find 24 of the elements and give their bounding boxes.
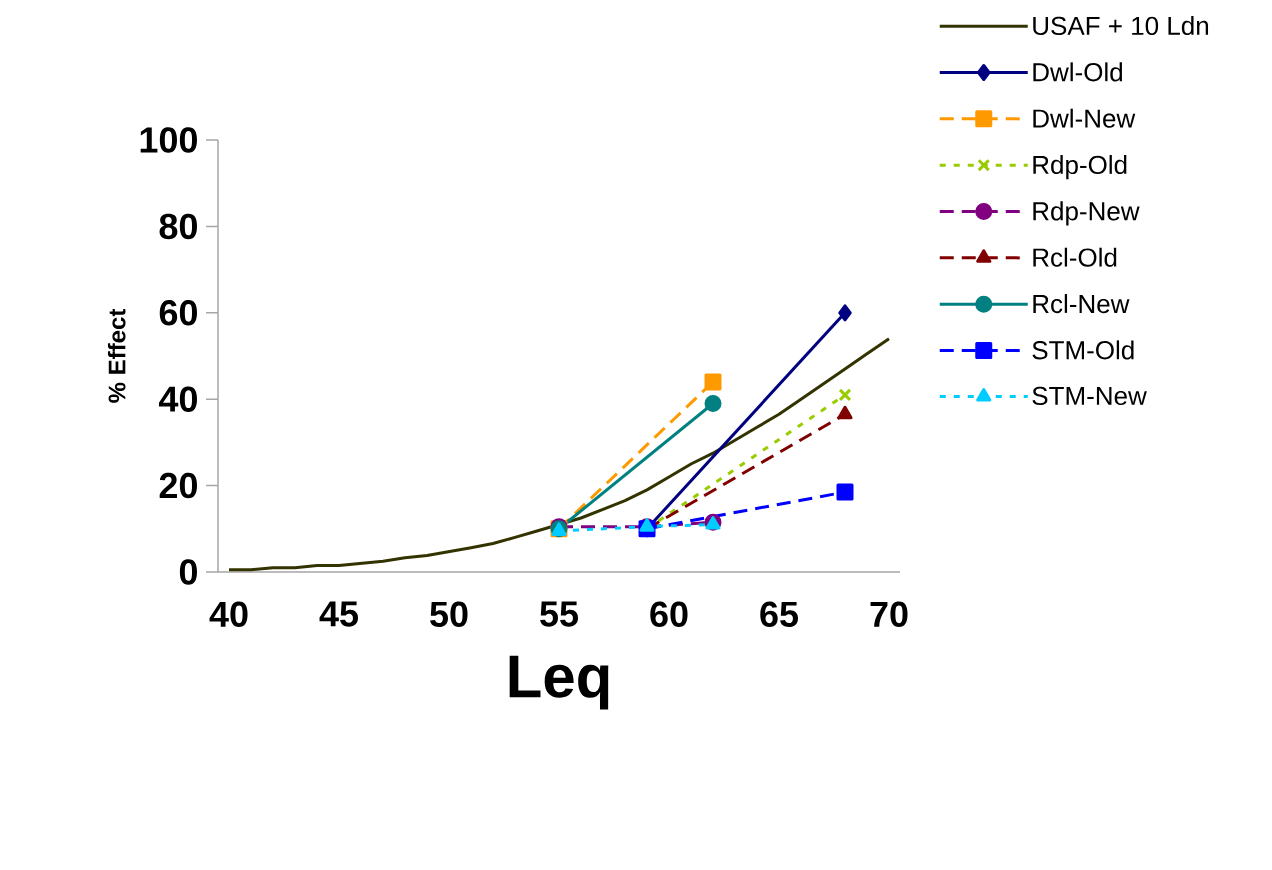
y-tick-label: 60	[159, 300, 197, 326]
legend-label: STM-Old	[1032, 340, 1134, 360]
legend-label: Rdp-New	[1033, 201, 1140, 226]
x-tick-label: 45	[319, 601, 359, 627]
y-tick-label: 20	[159, 472, 197, 499]
legend-label: Rcl-New	[1033, 294, 1130, 314]
legend-label: Dwl-Old	[1033, 62, 1123, 82]
x-tick-label: 50	[430, 601, 468, 627]
legend-label: Rcl-Old	[1033, 247, 1117, 267]
y-axis-title: % Effect	[107, 308, 126, 403]
legend-label: Dwl-New	[1033, 108, 1136, 128]
y-tick-label: 40	[158, 386, 197, 412]
legend-label: USAF + 10 Ldn	[1033, 16, 1209, 36]
x-tick-label: 60	[650, 601, 688, 627]
x-tick-label: 40	[209, 601, 248, 627]
x-tick-label: 55	[540, 601, 579, 627]
y-tick-label: 0	[179, 559, 197, 585]
legend-label: STM-New	[1032, 386, 1147, 406]
x-tick-label: 65	[760, 601, 799, 627]
legend-label: Rdp-Old	[1033, 155, 1127, 180]
y-tick-label: 100	[140, 127, 197, 153]
x-tick-label: 70	[870, 601, 908, 627]
y-tick-label: 80	[159, 213, 197, 240]
x-axis-title: Leq	[509, 655, 609, 710]
